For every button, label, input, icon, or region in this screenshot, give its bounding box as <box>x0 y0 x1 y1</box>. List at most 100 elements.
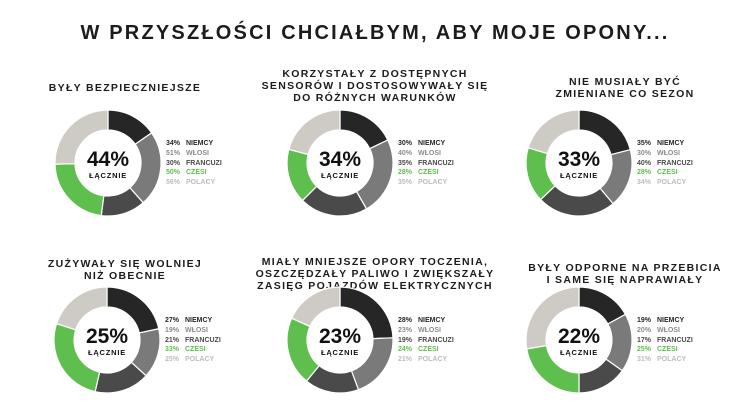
legend-value: 35% <box>398 179 413 187</box>
legend-value: 33% <box>165 346 180 354</box>
chart-title: BYŁY BEZPIECZNIEJSZE <box>0 82 250 94</box>
legend-label: POLACY <box>186 179 216 187</box>
legend-item: 35% POLACY <box>398 178 454 188</box>
chart-block: MIAŁY MNIEJSZE OPORY TOCZENIA, OSZCZĘDZAŁ… <box>250 0 500 420</box>
legend-item: 31% POLACY <box>637 355 693 365</box>
chart-title: MIAŁY MNIEJSZE OPORY TOCZENIA, OSZCZĘDZAŁ… <box>250 256 500 292</box>
legend-item: 33% CZESI <box>165 345 221 355</box>
chart-legend: 34% NIEMCY 51% WŁOSI 30% FRANCUZI 50% CZESI 56% P… <box>166 139 222 188</box>
legend-label: FRANCUZI <box>418 159 454 167</box>
pie-slice-polacy <box>288 109 341 156</box>
legend-label: FRANCUZI <box>657 159 693 167</box>
legend-item: 35% FRANCUZI <box>398 159 454 169</box>
legend-value: 30% <box>398 140 413 147</box>
legend-item: 28% CZESI <box>637 168 693 178</box>
donut-chart: 22%ŁĄCZNIE <box>525 286 633 394</box>
legend-item: 19% WŁOSI <box>165 326 221 336</box>
legend-label: WŁOSI <box>418 149 441 157</box>
legend-value: 56% <box>166 179 181 187</box>
center-total-label: ŁĄCZNIE <box>560 348 598 357</box>
legend-value: 35% <box>637 140 652 147</box>
chart-title-line: SENSORÓW I DOSTOSOWYWAŁY SIĘ <box>261 80 489 92</box>
legend-label: FRANCUZI <box>185 336 221 344</box>
center-total-value: 25% <box>86 325 128 348</box>
center-total-value: 34% <box>319 148 361 171</box>
chart-legend: 28% NIEMCY 23% WŁOSI 19% FRANCUZI 24% CZESI 21% P… <box>398 316 454 365</box>
chart-title-line: I SAME SIĘ NAPRAWIAŁY <box>546 274 704 286</box>
legend-item: 40% WŁOSI <box>398 149 454 159</box>
center-total-label: ŁĄCZNIE <box>321 348 359 357</box>
chart-title-line: KORZYSTAŁY Z DOSTĘPNYCH <box>282 68 468 80</box>
chart-block: KORZYSTAŁY Z DOSTĘPNYCH SENSORÓW I DOSTOS… <box>250 0 500 420</box>
legend-item: 30% WŁOSI <box>637 149 693 159</box>
chart-block: BYŁY ODPORNE NA PRZEBICIA I SAME SIĘ NAPR… <box>500 0 750 420</box>
center-total-label: ŁĄCZNIE <box>321 171 359 180</box>
legend-label: CZESI <box>418 169 439 177</box>
legend-item: 28% NIEMCY <box>398 316 454 326</box>
legend-item: 27% NIEMCY <box>165 316 221 326</box>
legend-item: 56% POLACY <box>166 178 222 188</box>
legend-item: 17% FRANCUZI <box>637 336 693 346</box>
pie-slice-czesi <box>286 317 321 382</box>
legend-item: 30% NIEMCY <box>398 139 454 149</box>
chart-title-line: DO RÓŻNYCH WARUNKÓW <box>293 92 457 104</box>
center-total-value: 22% <box>558 325 600 348</box>
legend-label: FRANCUZI <box>186 159 222 167</box>
legend-label: NIEMCY <box>418 317 446 324</box>
legend-item: 50% CZESI <box>166 168 222 178</box>
legend-label: NIEMCY <box>657 140 685 147</box>
legend-label: POLACY <box>185 356 215 364</box>
chart-title: NIE MUSIAŁY BYĆ ZMIENIANE CO SEZON <box>500 76 750 100</box>
chart-title-line: BYŁY BEZPIECZNIEJSZE <box>48 82 202 94</box>
legend-label: CZESI <box>186 169 207 177</box>
legend-value: 25% <box>165 356 180 364</box>
legend-item: 34% POLACY <box>637 178 693 188</box>
chart-legend: 27% NIEMCY 19% WŁOSI 21% FRANCUZI 33% CZESI 25% P… <box>165 316 221 365</box>
legend-label: WŁOSI <box>418 326 441 334</box>
legend-label: CZESI <box>657 346 678 354</box>
legend-label: WŁOSI <box>657 326 680 334</box>
legend-label: POLACY <box>657 356 687 364</box>
center-total-label: ŁĄCZNIE <box>88 348 126 357</box>
legend-label: POLACY <box>418 179 448 187</box>
pie-slice-polacy <box>290 286 341 328</box>
legend-item: 25% CZESI <box>637 345 693 355</box>
center-total-value: 44% <box>87 148 129 171</box>
legend-value: 30% <box>166 159 181 167</box>
chart-title-line: NIŻ OBECNIE <box>84 270 166 282</box>
legend-label: WŁOSI <box>186 149 209 157</box>
legend-value: 40% <box>637 159 652 167</box>
page-title: W PRZYSZŁOŚCI CHCIAŁBYM, ABY MOJE OPONY.… <box>80 22 670 44</box>
legend-item: 19% FRANCUZI <box>398 336 454 346</box>
donut-chart: 44%ŁĄCZNIE <box>54 109 162 217</box>
chart-legend: 35% NIEMCY 30% WŁOSI 40% FRANCUZI 28% CZESI 34% P… <box>637 139 693 188</box>
donut-chart: 34%ŁĄCZNIE <box>286 109 394 217</box>
legend-value: 28% <box>398 169 413 177</box>
legend-value: 50% <box>166 169 181 177</box>
legend-value: 51% <box>166 149 181 157</box>
chart-title-line: NIE MUSIAŁY BYĆ <box>568 76 682 88</box>
pie-slice-polacy <box>54 109 109 165</box>
legend-label: CZESI <box>657 169 678 177</box>
legend-value: 19% <box>637 317 652 324</box>
legend-item: 40% FRANCUZI <box>637 159 693 169</box>
legend-value: 21% <box>398 356 413 364</box>
center-total-label: ŁĄCZNIE <box>89 171 127 180</box>
legend-label: NIEMCY <box>186 140 214 147</box>
legend-label: NIEMCY <box>418 140 446 147</box>
chart-title-line: OSZCZĘDZAŁY PALIWO I ZWIĘKSZAŁY <box>255 268 495 280</box>
chart-title: KORZYSTAŁY Z DOSTĘPNYCH SENSORÓW I DOSTOS… <box>250 68 500 104</box>
legend-item: 25% POLACY <box>165 355 221 365</box>
legend-item: 21% FRANCUZI <box>165 336 221 346</box>
chart-legend: 30% NIEMCY 40% WŁOSI 35% FRANCUZI 28% CZESI 35% P… <box>398 139 454 188</box>
chart-title-line: ZASIĘG POJAZDÓW ELEKTRYCZNYCH <box>257 280 493 292</box>
pie-slice-polacy <box>55 286 108 331</box>
legend-value: 24% <box>398 346 413 354</box>
legend-item: 20% WŁOSI <box>637 326 693 336</box>
legend-label: POLACY <box>418 356 448 364</box>
legend-label: CZESI <box>418 346 439 354</box>
legend-value: 17% <box>637 336 652 344</box>
legend-value: 31% <box>637 356 652 364</box>
legend-item: 28% CZESI <box>398 168 454 178</box>
legend-value: 28% <box>637 169 652 177</box>
